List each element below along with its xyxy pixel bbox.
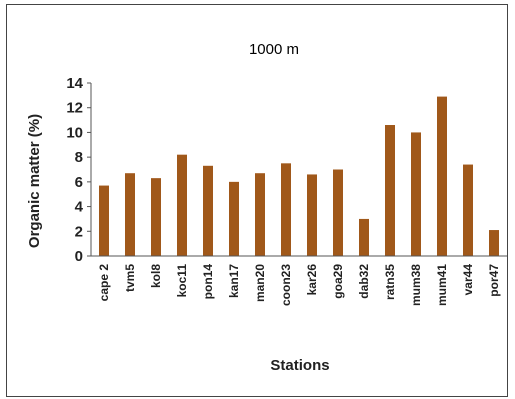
bar-cape-2 [99,185,109,256]
y-tick-label: 0 [75,248,83,265]
x-tick-label: cape 2 [97,264,111,302]
bar-dab32 [359,218,369,256]
x-tick-label: mum41 [435,264,449,306]
bar-pon14 [203,165,213,256]
bars [99,96,499,256]
x-tick-label: goa29 [331,264,345,299]
bar-tvm5 [125,173,135,256]
y-tick-label: 2 [75,223,83,240]
y-tick-label: 12 [66,100,83,117]
bar-goa29 [333,169,343,256]
bar-var44 [463,164,473,256]
x-tick-label: por47 [487,264,501,297]
bar-kar26 [307,174,317,256]
x-tick-label: pon14 [201,264,215,300]
x-axis-label: Stations [270,357,329,374]
y-tick-label: 8 [75,149,83,166]
x-tick-label: kar26 [305,264,319,296]
x-tick-label: var44 [461,264,475,296]
y-axis-label: Organic matter (%) [26,114,43,248]
y-tick-label: 14 [66,75,83,92]
x-tick-label: koc11 [175,264,189,298]
bar-por47 [489,230,499,256]
x-tick-label: tvm5 [123,264,137,292]
y-axis-ticks: 0 2 4 6 8 10 12 14 [66,75,91,265]
chart-title: 1000 m [249,41,299,58]
bar-koc11 [177,154,187,256]
x-tick-label: ratn35 [383,264,397,300]
bar-coon23 [281,163,291,256]
y-tick-label: 10 [66,124,83,141]
x-tick-label: mum38 [409,264,423,306]
x-tick-label: kol8 [149,264,163,288]
bar-mum41 [437,96,447,256]
x-tick-label: kan17 [227,264,241,298]
bar-man20 [255,173,265,256]
x-tick-label: dab32 [357,264,371,299]
x-tick-label: coon23 [279,264,293,306]
chart-frame: 1000 m Organic matter (%) Stations 0 2 4 6 8… [6,4,508,397]
bar-kol8 [151,178,161,256]
x-axis-ticks: cape 2 tvm5 kol8 koc11 pon14 kan17 man20 coon23… [97,264,501,306]
bar-kan17 [229,181,239,256]
x-tick-label: man20 [253,264,267,302]
y-tick-label: 6 [75,174,83,191]
y-tick-label: 4 [75,199,84,216]
bar-mum38 [411,132,421,256]
bar-chart: 1000 m Organic matter (%) Stations 0 2 4 6 8… [26,41,507,374]
bar-ratn35 [385,125,395,256]
